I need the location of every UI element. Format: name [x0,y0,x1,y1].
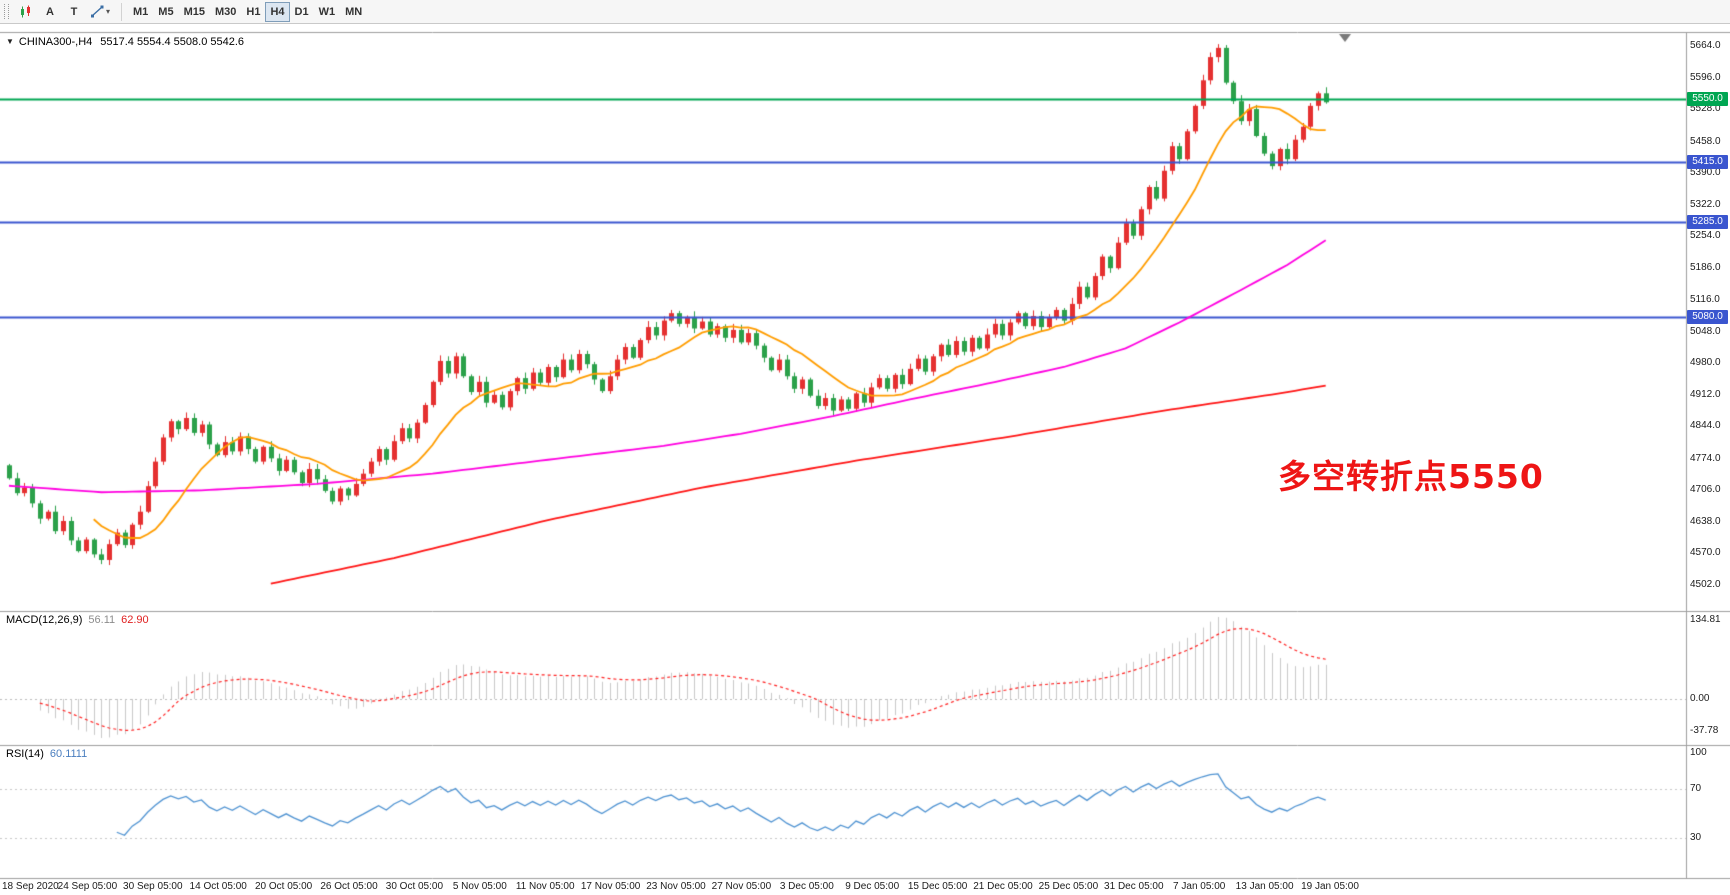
timeframe-toolbar: A T ▾ M1 M5 M15 M30 H1 H4 D1 W1 MN [0,0,1730,24]
price-scale-label: 5528.0 [1690,103,1721,115]
date-axis-label: 5 Nov 05:00 [452,881,507,892]
date-axis-label: 31 Dec 05:00 [1104,881,1164,892]
rsi-title: RSI(14) [6,748,44,760]
timeframe-h4-button[interactable]: H4 [265,1,290,22]
price-scale-label: 5048.0 [1690,325,1721,337]
date-axis-label: 21 Dec 05:00 [973,881,1033,892]
date-axis-label: 17 Nov 05:00 [580,881,641,892]
macd-scale-label: 134.81 [1690,614,1721,625]
price-level-badge: 5550.0 [1687,91,1728,106]
toolbar-drag-handle[interactable] [4,4,9,19]
date-axis-label: 9 Dec 05:00 [845,881,900,892]
rsi-scale-label: 30 [1690,832,1702,843]
date-axis-label: 27 Nov 05:00 [711,881,772,892]
rsi-indicator-header: RSI(14) 60.1111 [6,748,87,760]
date-axis-label: 18 Sep 2020 [2,881,59,892]
date-axis-label: 30 Oct 05:00 [385,881,444,892]
draw-tool-button[interactable]: ▾ [86,2,115,22]
collapse-chart-icon[interactable]: ▼ [6,37,14,46]
date-axis-label: 30 Sep 05:00 [123,881,183,892]
date-axis-label: 25 Dec 05:00 [1038,881,1099,892]
timeframe-m30-button[interactable]: M30 [210,2,241,22]
date-axis-label: 11 Nov 05:00 [515,881,575,892]
price-level-badge: 5415.0 [1687,154,1728,169]
price-scale-label: 5186.0 [1690,261,1721,273]
price-scale-label: 5116.0 [1690,294,1720,306]
rsi-scale-label: 70 [1690,783,1702,795]
chart-symbol-header: ▼ CHINA300-,H4 5517.4 5554.4 5508.0 5542.6 [6,36,244,48]
macd-scale-label: 0.00 [1690,693,1710,704]
timeframe-d1-button[interactable]: D1 [290,2,314,22]
price-scale-label: 4912.0 [1690,388,1721,400]
macd-indicator-header: MACD(12,26,9) 56.11 62.90 [6,614,149,626]
macd-scale-label: -37.78 [1690,725,1719,736]
price-scale-label: 4844.0 [1690,420,1721,432]
price-scale-label: 5458.0 [1690,135,1721,147]
price-scale-label: 4980.0 [1690,357,1721,369]
price-scale-label: 5390.0 [1690,167,1721,179]
date-axis-label: 20 Oct 05:00 [254,881,313,892]
toolbar-separator [121,2,123,21]
timeframe-mn-button[interactable]: MN [340,2,367,22]
macd-signal-value: 62.90 [121,614,149,626]
price-level-badge: 5285.0 [1687,214,1728,229]
chart-annotation-text: 多空转折点5550 [1278,457,1544,496]
timeframe-m5-button[interactable]: M5 [153,2,178,22]
rsi-value: 60.1111 [49,748,88,760]
date-axis-label: 26 Oct 05:00 [320,881,378,892]
price-scale-label: 4570.0 [1690,547,1721,559]
macd-title: MACD(12,26,9) [6,614,83,626]
date-axis-label: 7 Jan 05:00 [1173,881,1226,892]
price-scale-label: 5596.0 [1690,71,1721,83]
price-scale-label: 5322.0 [1690,198,1721,210]
trendline-icon [91,5,104,18]
date-axis-label: 24 Sep 05:00 [57,881,118,892]
date-axis-label: 13 Jan 05:00 [1235,881,1294,892]
date-axis-label: 14 Oct 05:00 [189,881,247,892]
timeframe-w1-button[interactable]: W1 [314,2,341,22]
date-axis-label: 3 Dec 05:00 [779,881,834,892]
price-scale-label: 4774.0 [1690,452,1721,464]
tool-t-button[interactable]: T [62,2,86,22]
price-scale-label: 5664.0 [1690,40,1721,51]
date-axis-label: 23 Nov 05:00 [646,881,706,892]
candlestick-chart-icon [21,5,30,17]
tool-a-button[interactable]: A [38,2,62,22]
timeframe-m1-button[interactable]: M1 [128,2,153,22]
price-scale-label: 4706.0 [1690,484,1721,496]
symbol-ohlc-values: 5517.4 5554.4 5508.0 5542.6 [100,36,245,48]
symbol-name: CHINA300-,H4 [18,36,93,48]
timeframe-h1-button[interactable]: H1 [241,2,265,22]
date-axis-label: 15 Dec 05:00 [907,881,968,892]
price-scale-label: 4502.0 [1690,579,1721,590]
rsi-scale-label: 100 [1690,747,1707,758]
chart-type-button[interactable] [14,2,38,22]
caret-down-icon: ▾ [106,7,111,16]
macd-main-value: 56.11 [88,614,116,626]
timeframe-m15-button[interactable]: M15 [179,2,210,22]
price-scale-label: 4638.0 [1690,515,1721,527]
price-scale-label: 5254.0 [1690,230,1721,242]
date-axis-label: 19 Jan 05:00 [1301,881,1359,892]
price-level-badge: 5080.0 [1687,309,1728,324]
